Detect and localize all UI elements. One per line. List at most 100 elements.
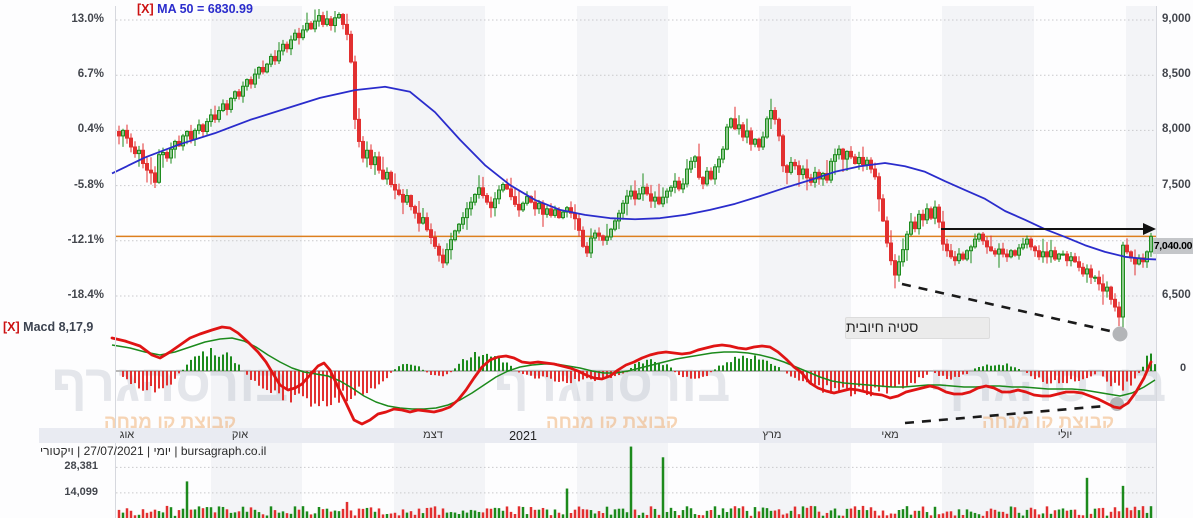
volume-bar (941, 513, 945, 518)
candle-body (877, 176, 881, 200)
candle-body (973, 238, 977, 248)
macd-histogram-bar (934, 371, 936, 374)
volume-bar (125, 508, 129, 518)
macd-histogram-bar (834, 371, 836, 389)
volume-bar (865, 510, 869, 518)
macd-histogram-bar (1066, 371, 1068, 384)
macd-histogram-bar (682, 371, 684, 378)
macd-histogram-bar (638, 361, 640, 371)
macd-histogram-bar (230, 356, 232, 371)
candle-body (1013, 250, 1017, 256)
macd-histogram-bar (1042, 371, 1044, 382)
volume-bar (645, 514, 649, 518)
candle-body (509, 188, 513, 198)
volume-bar (905, 506, 909, 518)
volume-bar (525, 514, 529, 518)
candle-body (209, 114, 213, 123)
time-axis-label: מאי (881, 429, 899, 441)
candle-body (933, 206, 937, 219)
volume-bar (325, 508, 329, 518)
candle-body (1105, 286, 1109, 292)
macd-close-button[interactable]: [X] (3, 320, 20, 334)
candle-body (573, 212, 577, 220)
candle-body (1009, 250, 1013, 258)
ma50-line (111, 85, 1157, 261)
macd-histogram-bar (546, 371, 548, 378)
macd-histogram-bar (342, 371, 344, 391)
candle-body (853, 156, 857, 165)
volume-bar (529, 507, 533, 518)
volume-bar (121, 512, 125, 518)
candle-body (941, 221, 945, 245)
macd-histogram-bar (690, 371, 692, 379)
candle-body (993, 250, 997, 255)
volume-bar (185, 481, 189, 518)
macd-histogram-bar (666, 364, 668, 371)
candle-body (1121, 244, 1125, 318)
volume-bar (381, 514, 385, 518)
candle-body (301, 29, 305, 39)
candle-body (989, 246, 993, 252)
macd-histogram-bar (430, 371, 432, 375)
volume-bar (417, 508, 421, 518)
macd-histogram-bar (318, 371, 320, 407)
volume-bar (793, 506, 797, 518)
volume-bar (1045, 506, 1049, 518)
candle-body (485, 195, 489, 203)
candle-body (601, 235, 605, 241)
candle-body (213, 114, 217, 120)
volume-bar (565, 488, 569, 518)
volume-bar (385, 513, 389, 518)
macd-histogram-bar (1014, 367, 1016, 371)
macd-histogram-bar (138, 371, 140, 389)
candle-body (429, 229, 433, 238)
macd-histogram-bar (1134, 371, 1136, 379)
candle-body (665, 190, 669, 198)
status-separator: | (171, 444, 181, 458)
candle-body (189, 131, 193, 140)
volume-bar (897, 510, 901, 518)
macd-histogram-bar (246, 371, 248, 375)
candle-body (237, 91, 241, 97)
ma-indicator-header: [X] MA 50 = 6830.99 (137, 2, 253, 16)
macd-histogram-bar (458, 363, 460, 371)
volume-bar (389, 513, 393, 518)
volume-bar (949, 511, 953, 518)
volume-bar (721, 508, 725, 518)
macd-histogram-bar (494, 356, 496, 371)
macd-histogram-bar (602, 371, 604, 379)
volume-bar (189, 509, 193, 518)
candle-body (273, 55, 277, 62)
volume-bar (501, 510, 505, 518)
volume-bar (577, 506, 581, 518)
macd-histogram-bar (954, 371, 956, 377)
macd-histogram-bar (978, 367, 980, 371)
candle-body (217, 110, 221, 120)
macd-histogram-bar (446, 371, 448, 375)
volume-bar (165, 505, 169, 518)
price-axis-label: 6,500 (1162, 289, 1191, 301)
candle-body (757, 138, 761, 148)
candle-body (577, 218, 581, 231)
candle-body (149, 169, 153, 174)
volume-bar (361, 508, 365, 518)
volume-bar (509, 511, 513, 518)
candle-body (881, 198, 885, 222)
volume-bar (249, 507, 253, 518)
volume-bar (301, 506, 305, 518)
macd-histogram-bar (362, 371, 364, 395)
candle-body (1001, 248, 1005, 255)
candle-body (1093, 276, 1097, 279)
macd-histogram-bar (738, 358, 740, 371)
macd-histogram-bar (882, 371, 884, 388)
volume-bar (573, 509, 577, 518)
time-axis[interactable]: אוג אוק דצמ 2021 מרץ מאי יולי (39, 428, 1156, 443)
volume-bar (769, 510, 773, 518)
ma-close-button[interactable]: [X] (137, 2, 154, 16)
volume-bar (405, 512, 409, 518)
macd-histogram-bar (1030, 371, 1032, 377)
time-axis-label: 2021 (509, 429, 537, 443)
macd-histogram-bar (1002, 365, 1004, 371)
divergence-annotation[interactable]: סטיה חיובית (845, 317, 990, 339)
